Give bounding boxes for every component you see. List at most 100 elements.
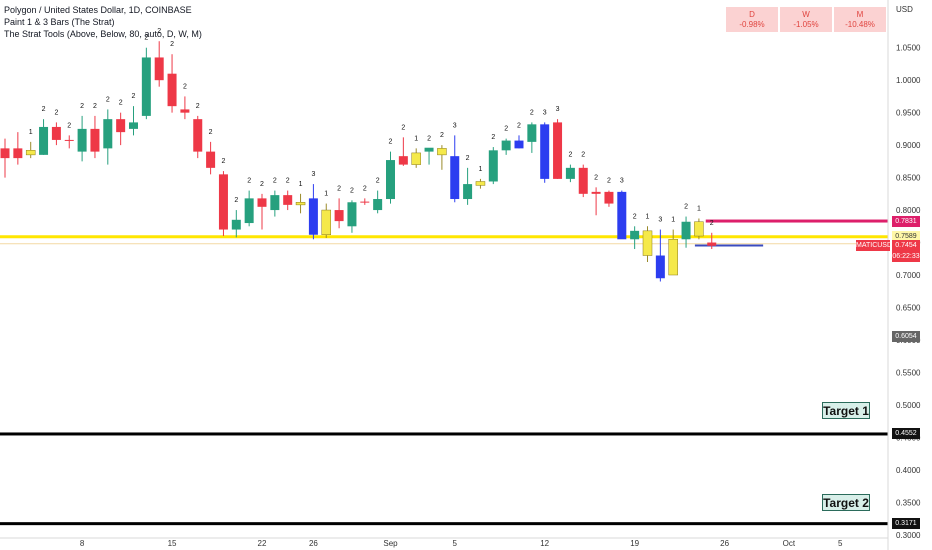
candle-body	[642, 230, 653, 256]
strat-label: 2	[504, 126, 508, 133]
timeframe-box-monthly: M -10.48%	[834, 7, 886, 32]
candle[interactable]	[540, 122, 550, 183]
indicator-paint-bars[interactable]: Paint 1 & 3 Bars (The Strat)	[4, 17, 115, 27]
strat-label: 2	[42, 106, 46, 113]
candles[interactable]	[0, 41, 717, 282]
candle[interactable]	[231, 210, 241, 238]
candle[interactable]	[129, 106, 138, 136]
candle[interactable]	[501, 138, 511, 155]
candle[interactable]	[283, 190, 293, 211]
candle[interactable]	[206, 141, 216, 175]
candle-body	[51, 126, 61, 140]
candle[interactable]	[193, 115, 203, 159]
candle[interactable]	[64, 135, 74, 149]
candle-body	[437, 148, 447, 156]
strat-label: 2	[196, 103, 200, 110]
candle[interactable]	[514, 135, 524, 149]
candle-body	[617, 191, 627, 240]
candle[interactable]	[463, 167, 473, 205]
candle[interactable]	[488, 147, 498, 185]
candle-body	[321, 209, 331, 235]
candle[interactable]	[116, 112, 126, 146]
strat-label: 2	[594, 174, 598, 181]
candle[interactable]	[668, 229, 678, 276]
x-tick-label: Sep	[383, 539, 398, 548]
candle[interactable]	[180, 96, 190, 120]
candle[interactable]	[347, 200, 357, 233]
indicator-strat-tools[interactable]: The Strat Tools (Above, Below, 80, auto,…	[4, 29, 202, 39]
strat-label: 2	[530, 109, 534, 116]
candle[interactable]	[565, 164, 575, 183]
candle[interactable]	[257, 193, 267, 230]
candle[interactable]	[244, 190, 254, 227]
candle[interactable]	[398, 137, 408, 166]
x-tick-label: 12	[540, 539, 549, 548]
candle-body	[231, 219, 241, 230]
candle[interactable]	[25, 141, 36, 159]
candle[interactable]	[0, 138, 10, 178]
candle[interactable]	[77, 115, 87, 162]
candle[interactable]	[707, 232, 717, 250]
strat-label: 2	[581, 152, 585, 159]
candle-body	[347, 202, 357, 227]
candle[interactable]	[90, 115, 100, 159]
candle[interactable]	[694, 218, 704, 240]
strat-label: 2	[466, 155, 470, 162]
candle[interactable]	[681, 216, 691, 248]
candle[interactable]	[450, 135, 460, 203]
candle[interactable]	[295, 193, 306, 214]
candle[interactable]	[154, 41, 164, 87]
candle[interactable]	[604, 190, 614, 207]
y-axis-unit: USD	[896, 5, 913, 14]
candle[interactable]	[141, 47, 151, 120]
candle[interactable]	[373, 190, 383, 214]
x-tick-label: 8	[80, 539, 85, 548]
strat-label: 2	[132, 93, 136, 100]
candle[interactable]	[578, 164, 588, 198]
x-axis[interactable]: 8 15 22 26 Sep 5 12 19 26 Oct 5	[0, 537, 888, 548]
candle-body	[244, 198, 254, 224]
candle[interactable]	[167, 54, 177, 113]
candle[interactable]	[270, 190, 280, 217]
strat-label: 2	[440, 132, 444, 139]
candle[interactable]	[411, 148, 421, 168]
candle[interactable]	[591, 187, 601, 216]
timeframe-value: -10.48%	[845, 20, 875, 29]
strat-label: 2	[144, 35, 148, 42]
candle-body	[218, 174, 228, 230]
y-tick-label: 0.9000	[896, 141, 921, 150]
y-tick-label: 0.5000	[896, 401, 921, 410]
strat-label: 3	[453, 122, 457, 129]
candle[interactable]	[642, 226, 653, 263]
candle[interactable]	[360, 198, 370, 205]
candle[interactable]	[475, 178, 486, 189]
candle[interactable]	[437, 145, 447, 170]
candle[interactable]	[617, 190, 627, 240]
timeframe-label: M	[856, 10, 864, 19]
candle[interactable]	[39, 119, 49, 155]
candle[interactable]	[527, 122, 537, 153]
candle-body	[398, 156, 408, 165]
candle[interactable]	[51, 122, 61, 146]
strat-label: 2	[633, 213, 637, 220]
candle[interactable]	[334, 198, 344, 229]
symbol-title[interactable]: Polygon / United States Dollar, 1D, COIN…	[4, 5, 192, 15]
candle[interactable]	[321, 203, 331, 238]
candle[interactable]	[386, 151, 395, 204]
timeframe-box-daily: D -0.98%	[726, 7, 778, 32]
candle[interactable]	[218, 171, 228, 237]
strat-label: 2	[337, 185, 341, 192]
magenta-level-line	[705, 219, 888, 223]
candle[interactable]	[553, 119, 563, 179]
y-axis[interactable]: USD0.30000.35000.40000.45000.50000.55000…	[887, 0, 921, 550]
candle[interactable]	[424, 147, 434, 165]
strat-label: 3	[658, 217, 662, 224]
strat-label: 2	[389, 139, 393, 146]
candle[interactable]	[103, 109, 113, 165]
candle[interactable]	[308, 184, 318, 240]
candle[interactable]	[13, 132, 23, 165]
candle-body	[283, 195, 293, 205]
candle[interactable]	[655, 229, 665, 282]
candle[interactable]	[630, 226, 640, 250]
